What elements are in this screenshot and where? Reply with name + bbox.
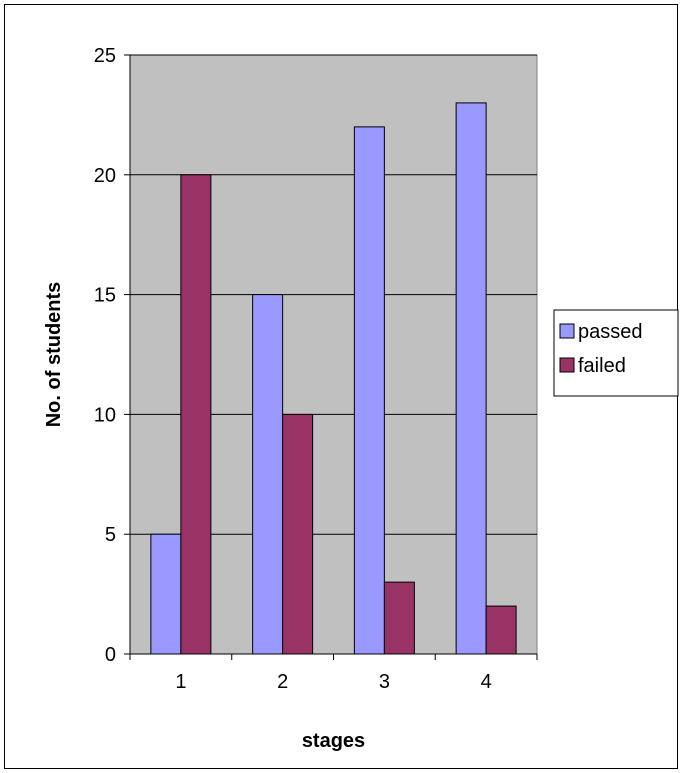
bars bbox=[150, 102, 517, 655]
legend-swatch-passed bbox=[559, 323, 575, 339]
y-tick-label: 20 bbox=[94, 165, 116, 187]
y-axis-title: No. of students bbox=[43, 282, 65, 428]
y-tick-label: 10 bbox=[94, 404, 116, 426]
bar-passed-2 bbox=[252, 294, 284, 655]
x-tick-label: 4 bbox=[481, 671, 492, 693]
x-tick-label: 2 bbox=[277, 671, 288, 693]
bar-failed-1 bbox=[180, 174, 212, 655]
bar-passed-3 bbox=[353, 126, 385, 655]
bar-passed-1 bbox=[150, 533, 182, 655]
x-axis-title: stages bbox=[302, 730, 365, 752]
x-tick-label: 3 bbox=[379, 671, 390, 693]
y-ticks: 0 5 10 15 20 25 bbox=[94, 45, 130, 666]
legend: passed failed bbox=[553, 309, 679, 397]
y-tick-label: 0 bbox=[105, 644, 116, 666]
legend-swatch-failed bbox=[559, 357, 575, 373]
x-ticks: 1 2 3 4 bbox=[129, 654, 538, 693]
legend-label-failed: failed bbox=[578, 355, 626, 377]
y-tick-label: 15 bbox=[94, 285, 116, 307]
bar-failed-4 bbox=[485, 605, 517, 655]
bar-failed-3 bbox=[383, 581, 415, 655]
legend-box bbox=[553, 309, 679, 397]
bar-passed-4 bbox=[455, 102, 487, 655]
legend-label-passed: passed bbox=[578, 321, 643, 343]
x-tick-label: 1 bbox=[175, 671, 186, 693]
y-tick-label: 5 bbox=[105, 524, 116, 546]
bar-failed-2 bbox=[282, 413, 314, 655]
y-tick-label: 25 bbox=[94, 45, 116, 67]
